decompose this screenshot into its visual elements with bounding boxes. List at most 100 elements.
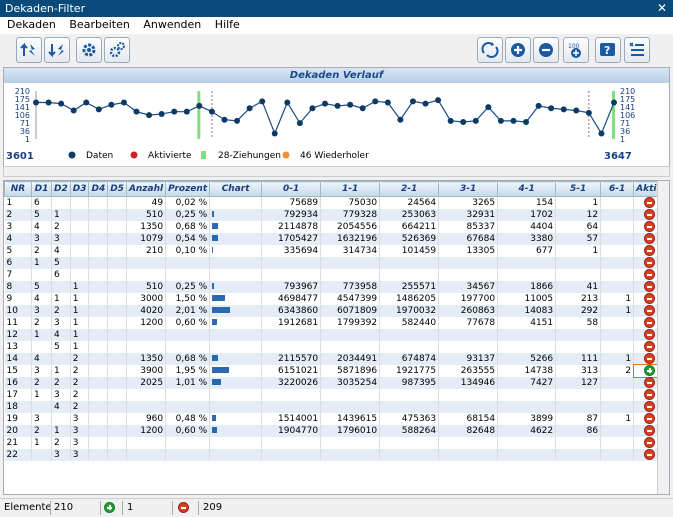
col-header-1-1[interactable]: 1-1 xyxy=(320,181,381,197)
table-row[interactable]: 1 6 49 0,02 % 75689 75030 24564 3265 154 1 xyxy=(4,196,666,209)
col-header-2-1[interactable]: 2-1 xyxy=(379,181,440,197)
table-row[interactable]: 8 5 1 510 0,25 % 793967 773958 255571 34567 1866 4… xyxy=(4,281,666,293)
cell-6-1 xyxy=(600,389,635,401)
cell-d4 xyxy=(88,293,109,305)
col-header-d5[interactable]: D5 xyxy=(107,181,127,197)
cell-d4 xyxy=(88,196,109,209)
add-button[interactable] xyxy=(505,37,531,63)
table-row[interactable]: 22 3 3 xyxy=(4,449,666,461)
cell-1-1: 6071809 xyxy=(320,305,381,317)
settings-button[interactable] xyxy=(76,37,102,63)
menu-anwenden[interactable]: Anwenden xyxy=(143,18,202,31)
cell-nr: 4 xyxy=(4,233,32,245)
row-bar xyxy=(212,415,217,421)
refresh-button[interactable] xyxy=(477,37,503,63)
col-header-d1[interactable]: D1 xyxy=(31,181,52,197)
col-header-3-1[interactable]: 3-1 xyxy=(438,181,499,197)
horizontal-scrollbar[interactable] xyxy=(3,166,670,177)
cell-0-1 xyxy=(261,389,322,401)
cell-0-1 xyxy=(261,437,322,449)
row-bar xyxy=(212,367,230,373)
data-point xyxy=(560,106,567,113)
cell-3-1: 82648 xyxy=(438,425,499,437)
cell-prozent: 1,01 % xyxy=(165,377,211,389)
col-header-6-1[interactable]: 6-1 xyxy=(600,181,635,197)
counter-button[interactable]: 100 xyxy=(563,37,589,63)
cell-d4 xyxy=(88,209,109,221)
cell-d5 xyxy=(107,317,127,329)
menu-dekaden[interactable]: Dekaden xyxy=(7,18,56,31)
col-header-4-1[interactable]: 4-1 xyxy=(497,181,557,197)
chart-cell xyxy=(209,293,263,305)
decade-table: NR D1 D2 D3 D4 D5 Anzahl Prozent Chart 0-1 1-1 2-1 3… xyxy=(4,181,666,461)
cell-d2 xyxy=(51,281,71,293)
table-row[interactable]: 12 1 4 1 xyxy=(4,329,666,341)
table-row[interactable]: 11 2 3 1 1200 0,60 % 1912681 1799392 582440 77678… xyxy=(4,317,666,329)
table-row[interactable]: 21 1 2 3 xyxy=(4,437,666,449)
table-row[interactable]: 18 4 2 xyxy=(4,401,666,413)
col-header-d3[interactable]: D3 xyxy=(69,181,90,197)
cell-d2 xyxy=(51,413,71,425)
col-header-nr[interactable]: NR xyxy=(4,181,32,197)
help-button[interactable]: ? xyxy=(595,37,621,63)
col-header-prozent[interactable]: Prozent xyxy=(165,181,211,197)
col-header-chart[interactable]: Chart xyxy=(209,181,263,197)
table-row[interactable]: 17 1 3 2 xyxy=(4,389,666,401)
cell-4-1: 14738 xyxy=(497,365,557,377)
cell-anzahl xyxy=(126,269,167,281)
table-row[interactable]: 2 5 1 510 0,25 % 792934 779328 253063 32931 1702 1… xyxy=(4,209,666,221)
sort-up-button[interactable] xyxy=(16,37,42,63)
cell-6-1: 1 xyxy=(600,305,635,317)
data-point xyxy=(196,102,203,109)
table-row[interactable]: 19 3 3 960 0,48 % 1514001 1439615 475363 68154 38… xyxy=(4,413,666,425)
table-row[interactable]: 15 3 1 2 3900 1,95 % 6151021 5871896 1921775 2635… xyxy=(4,364,666,378)
sort-down-button[interactable] xyxy=(44,37,70,63)
table-row[interactable]: 9 4 1 1 3000 1,50 % 4698477 4547399 1486205 19770… xyxy=(4,293,666,305)
cell-0-1: 75689 xyxy=(261,196,322,209)
cell-d1: 3 xyxy=(31,305,52,317)
col-header-d4[interactable]: D4 xyxy=(88,181,109,197)
table-row[interactable]: 16 2 2 2 2025 1,01 % 3220026 3035254 987395 13494… xyxy=(4,377,666,389)
table-row[interactable]: 5 2 4 210 0,10 % 335694 314734 101459 13305 677 1 xyxy=(4,245,666,257)
table-row[interactable]: 13 5 1 xyxy=(4,341,666,353)
cell-d3: 2 xyxy=(70,377,90,389)
menu-bearbeiten[interactable]: Bearbeiten xyxy=(69,18,130,31)
vertical-scrollbar[interactable] xyxy=(657,181,669,494)
table-row[interactable]: 20 2 1 3 1200 0,60 % 1904770 1796010 588264 82648… xyxy=(4,425,666,437)
cell-d5 xyxy=(107,329,127,341)
data-point xyxy=(95,106,102,113)
table-row[interactable]: 4 3 3 1079 0,54 % 1705427 1632196 526369 67684 33… xyxy=(4,233,666,245)
cell-prozent xyxy=(165,437,211,449)
table-row[interactable]: 14 4 2 1350 0,68 % 2115570 2034491 674874 93137 5… xyxy=(4,353,666,365)
cell-4-1: 3899 xyxy=(497,413,557,425)
col-header-d2[interactable]: D2 xyxy=(51,181,71,197)
help-icon: ? xyxy=(600,43,615,57)
cell-prozent: 0,48 % xyxy=(165,413,211,425)
table-row[interactable]: 10 3 2 1 4020 2,01 % 6343860 6071809 1970032 2608… xyxy=(4,305,666,317)
data-grid: NR D1 D2 D3 D4 D5 Anzahl Prozent Chart 0-1 1-1 2-1 3… xyxy=(3,180,670,495)
multi-settings-button[interactable] xyxy=(104,37,130,63)
inactive-icon xyxy=(643,269,655,280)
col-header-0-1[interactable]: 0-1 xyxy=(261,181,322,197)
data-point xyxy=(208,108,215,115)
col-header-anzahl[interactable]: Anzahl xyxy=(125,181,167,197)
cell-nr: 20 xyxy=(4,425,32,437)
data-point xyxy=(422,100,429,107)
remove-button[interactable] xyxy=(533,37,559,63)
close-icon[interactable]: ✕ xyxy=(656,1,667,15)
data-point xyxy=(271,130,278,137)
data-point xyxy=(397,116,404,123)
y-tick-right-4: 71 xyxy=(620,119,630,128)
cell-1-1: 1439615 xyxy=(320,413,381,425)
data-point xyxy=(58,100,65,107)
filter-list-button[interactable] xyxy=(624,37,650,63)
chart-cell xyxy=(209,329,263,341)
menu-hilfe[interactable]: Hilfe xyxy=(214,18,240,31)
table-row[interactable]: 3 4 2 1350 0,68 % 2114878 2054556 664211 85337 44… xyxy=(4,221,666,233)
cell-0-1: 335694 xyxy=(261,245,322,257)
filter-list-icon xyxy=(629,42,644,56)
active-icon xyxy=(643,365,655,376)
col-header-5-1[interactable]: 5-1 xyxy=(555,181,602,197)
